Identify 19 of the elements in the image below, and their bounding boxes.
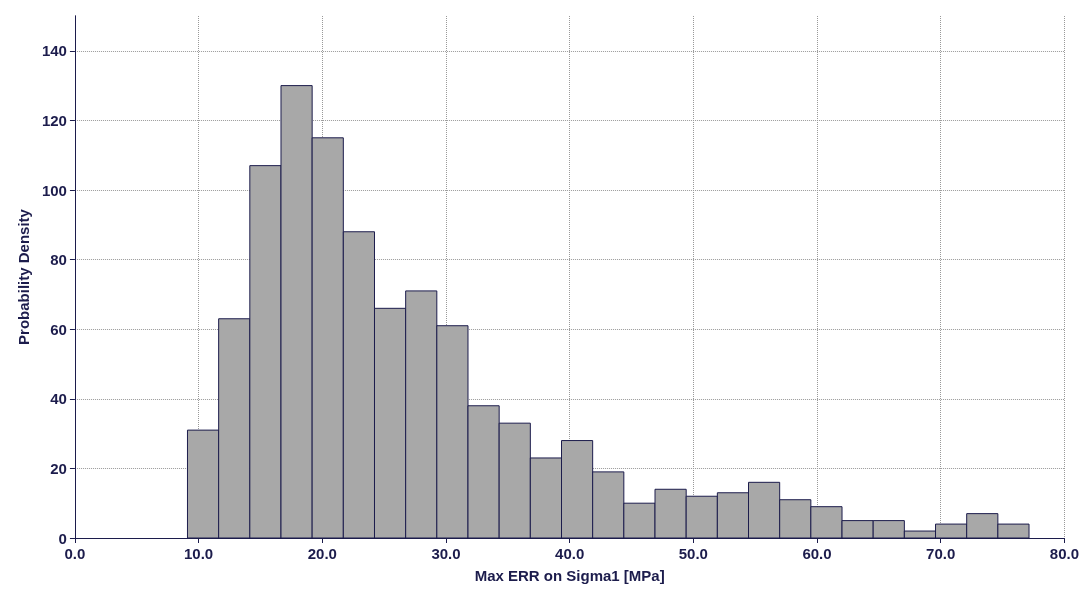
x-axis-title: Max ERR on Sigma1 [MPa]: [474, 567, 665, 584]
y-tick-label: 20: [50, 459, 67, 477]
y-tick-label: 120: [41, 111, 67, 129]
y-tick-label: 60: [50, 320, 67, 338]
x-tick-label: 30.0: [431, 545, 461, 562]
x-tick-label: 70.0: [926, 545, 956, 562]
x-tick-label: 0.0: [64, 545, 86, 562]
y-tick-label: 140: [41, 42, 67, 60]
x-tick-label: 20.0: [307, 545, 337, 562]
y-tick-label: 40: [50, 390, 67, 408]
y-tick-label: 0: [58, 529, 67, 547]
x-tick-label: 80.0: [1049, 545, 1079, 562]
x-tick-label: 40.0: [555, 545, 585, 562]
y-tick-label: 80: [50, 251, 67, 269]
x-tick-label: 10.0: [184, 545, 214, 562]
y-tick-label: 100: [41, 181, 67, 199]
x-tick-label: 60.0: [802, 545, 832, 562]
y-axis-title: Probability Density: [15, 208, 32, 345]
x-tick-label: 50.0: [678, 545, 708, 562]
